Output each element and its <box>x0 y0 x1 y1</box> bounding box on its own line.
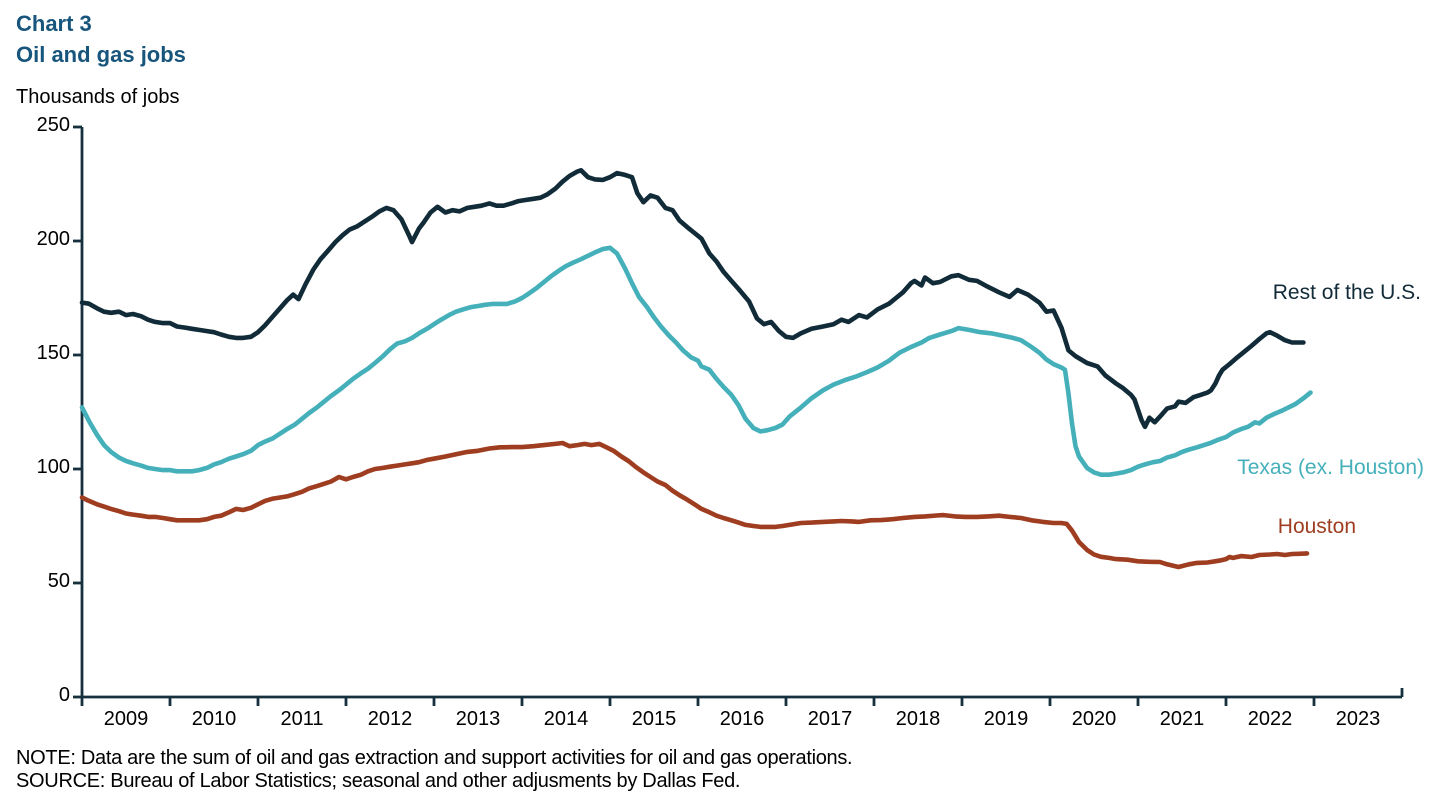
y-tick-label: 250 <box>36 114 70 136</box>
x-tick-label: 2017 <box>807 708 853 730</box>
x-tick-label: 2020 <box>1071 708 1117 730</box>
y-tick-label: 100 <box>36 456 70 478</box>
chart-series-lines <box>79 168 1313 570</box>
x-tick-label: 2016 <box>719 708 765 730</box>
x-tick-label: 2011 <box>280 708 324 730</box>
x-tick-label: 2009 <box>103 708 149 730</box>
x-tick-label: 2015 <box>631 708 677 730</box>
chart-number: Chart 3 <box>16 11 92 36</box>
x-tick-label: 2019 <box>983 708 1029 730</box>
series-label-houston: Houston <box>1277 515 1356 538</box>
y-axis-unit-label: Thousands of jobs <box>16 86 180 108</box>
x-tick-label: 2022 <box>1247 708 1293 730</box>
y-tick-label: 150 <box>36 342 70 364</box>
series-label-texas-ex-houston: Texas (ex. Houston) <box>1237 456 1424 479</box>
chart-title: Oil and gas jobs <box>16 42 186 67</box>
footnotes: NOTE: Data are the sum of oil and gas ex… <box>16 747 853 793</box>
series-line-2 <box>79 440 1310 570</box>
x-tick-label: 2021 <box>1159 708 1205 730</box>
x-tick-label: 2018 <box>895 708 941 730</box>
note-line: NOTE: Data are the sum of oil and gas ex… <box>16 747 853 769</box>
x-tick-label: 2012 <box>367 708 413 730</box>
y-tick-label: 50 <box>47 570 70 592</box>
x-tick-label: 2010 <box>191 708 237 730</box>
x-tick-label: 2013 <box>455 708 501 730</box>
x-tick-label: 2023 <box>1335 708 1381 730</box>
title-block: Chart 3 Oil and gas jobs <box>16 8 186 70</box>
source-line: SOURCE: Bureau of Labor Statistics; seas… <box>16 770 741 792</box>
series-line-1 <box>79 245 1313 477</box>
series-line-0 <box>79 168 1306 430</box>
series-label-rest-of-us: Rest of the U.S. <box>1272 281 1421 304</box>
y-tick-label: 200 <box>36 228 70 250</box>
chart-axes <box>73 125 1404 706</box>
x-tick-label: 2014 <box>543 708 589 730</box>
y-tick-label: 0 <box>58 684 70 706</box>
